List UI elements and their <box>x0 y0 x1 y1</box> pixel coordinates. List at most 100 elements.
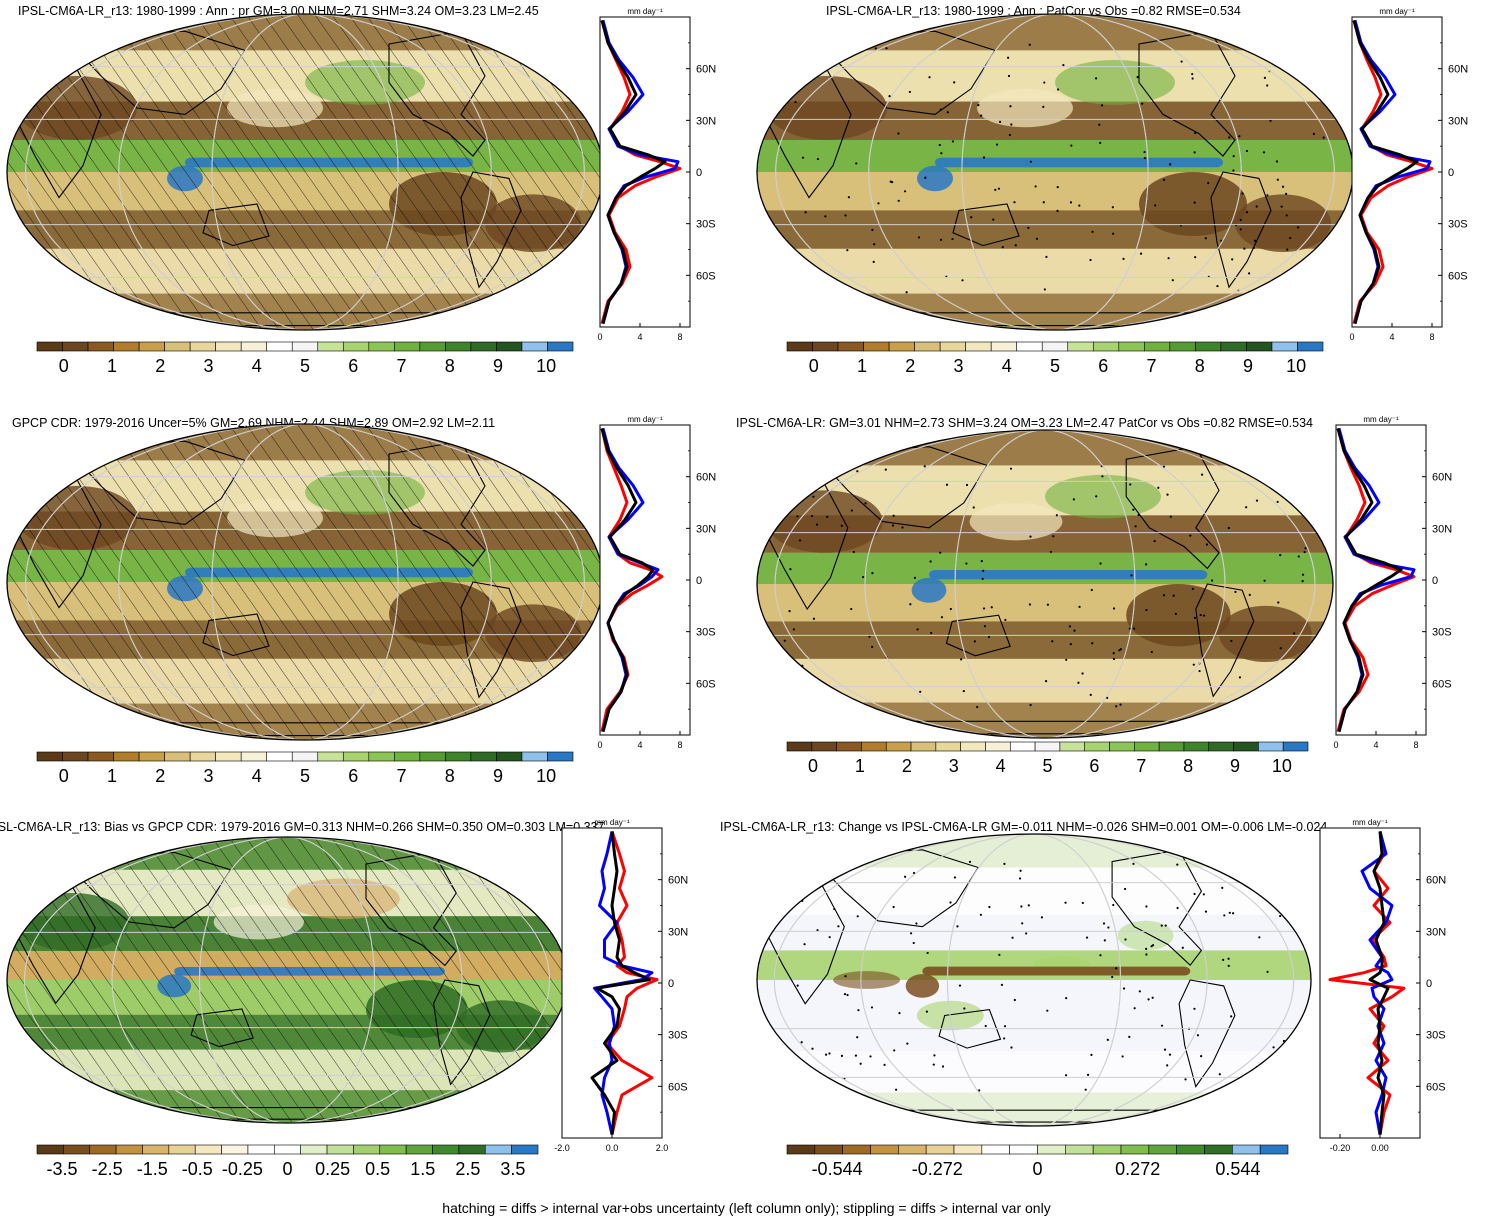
colorbar-swatch <box>1109 741 1135 752</box>
colorbar-swatch <box>215 751 242 762</box>
coastline <box>1210 171 1272 289</box>
colorbar-swatch <box>511 1144 539 1155</box>
coastline <box>1138 30 1236 157</box>
colorbar-label: 3 <box>954 356 964 376</box>
colorbar-swatch <box>317 341 344 352</box>
world-map <box>6 836 568 1124</box>
colorbar-swatch <box>62 751 89 762</box>
colorbar-label: 5 <box>1050 356 1060 376</box>
colorbar-swatch <box>1092 1144 1122 1155</box>
colorbar-swatch <box>394 341 421 352</box>
colorbar-swatch <box>898 1144 927 1155</box>
precip-region <box>1126 584 1231 647</box>
y-tick-label: 30N <box>1432 523 1452 535</box>
colorbar-swatch <box>1065 1144 1094 1155</box>
colorbar-label: 0 <box>1032 1159 1042 1179</box>
colorbar-swatch <box>63 1144 91 1155</box>
colorbar-swatch <box>405 1144 433 1155</box>
profile-unit: mm day⁻¹ <box>627 7 663 16</box>
colorbar-swatch <box>1134 741 1160 752</box>
profile-line <box>1352 20 1434 324</box>
colorbar-swatch <box>496 751 523 762</box>
coastline <box>809 849 980 928</box>
colorbar-label: -3.5 <box>47 1159 78 1179</box>
colorbar-swatch <box>1176 1144 1205 1155</box>
y-tick-label: 0 <box>1432 575 1438 587</box>
colorbar-swatch <box>1232 1144 1261 1155</box>
coastline <box>811 446 988 529</box>
colorbar-label: 2.5 <box>455 1159 480 1179</box>
colorbar-swatch <box>87 341 114 352</box>
colorbar-label: 4 <box>996 756 1006 776</box>
x-tick-label: 8 <box>677 740 682 750</box>
colorbar-swatch <box>1259 1144 1289 1155</box>
y-tick-label: 60S <box>1448 270 1468 282</box>
colorbar-swatch <box>189 751 216 762</box>
world-map <box>756 429 1334 739</box>
colorbar-label: 9 <box>1230 756 1240 776</box>
zonal-profile: mm day⁻¹ 60N 30N 0 30S 60S 0 4 8 <box>597 415 716 750</box>
colorbar-swatch <box>115 1144 143 1155</box>
colorbar-swatch <box>1009 1144 1038 1155</box>
x-tick-label: 4 <box>637 740 642 750</box>
x-tick-label: 0.0 <box>606 1143 619 1153</box>
colorbar-label: 5 <box>300 356 310 376</box>
colorbar: 0 1 2 3 4 5 6 7 8 9 10 <box>36 751 574 786</box>
itcz-band <box>929 569 1208 580</box>
profile-line <box>1336 428 1403 732</box>
profile-frame <box>599 16 691 328</box>
colorbar-swatch <box>870 1144 899 1155</box>
colorbar-label: -2.5 <box>92 1159 123 1179</box>
colorbar-label: 1 <box>107 766 117 786</box>
colorbar-label: -1.5 <box>137 1159 168 1179</box>
graticule <box>757 430 1333 738</box>
colorbar-swatch <box>914 341 941 352</box>
colorbar-label: 4 <box>1002 356 1012 376</box>
profile-line <box>1360 831 1394 1135</box>
colorbar-swatch <box>432 1144 460 1155</box>
colorbar-swatch <box>291 751 319 762</box>
colorbar-label: 6 <box>1089 756 1099 776</box>
colorbar-swatch <box>419 751 446 762</box>
x-tick-label: 8 <box>1413 740 1418 750</box>
y-tick-label: 30N <box>1448 115 1468 127</box>
colorbar-swatch <box>1034 741 1061 752</box>
colorbar: -3.5 -2.5 -1.5 -0.5 -0.25 0 0.25 0.5 1.5 2.5 3.5 <box>36 1144 539 1179</box>
colorbar-label: 3.5 <box>500 1159 525 1179</box>
colorbar-swatch <box>1118 341 1145 352</box>
colorbar-swatch <box>194 1144 222 1155</box>
colorbar-swatch <box>164 341 191 352</box>
panel-title: IPSL-CM6A-LR_r13: 1980-1999 : Ann : PatC… <box>826 4 1241 18</box>
y-tick-label: 60S <box>668 1081 688 1093</box>
colorbar-swatch <box>496 341 523 352</box>
colorbar-swatch <box>863 341 890 352</box>
colorbar-label: 4 <box>252 356 262 376</box>
profile-line <box>600 428 655 732</box>
y-tick-label: 30S <box>1432 627 1452 639</box>
colorbar-label: 0 <box>59 766 69 786</box>
x-tick-label: 0 <box>1349 332 1354 342</box>
y-tick-label: 60N <box>696 64 716 76</box>
colorbar-swatch <box>960 741 986 752</box>
colorbar-swatch <box>113 341 140 352</box>
x-tick-label: 0 <box>597 332 602 342</box>
y-tick-label: 0 <box>1426 978 1432 990</box>
precip-region <box>1139 172 1247 236</box>
graticule <box>7 14 603 330</box>
x-tick-label: 0.00 <box>1371 1143 1389 1153</box>
colorbar-label: 9 <box>493 766 503 786</box>
colorbar-swatch <box>521 751 548 762</box>
colorbar-label: 2 <box>905 356 915 376</box>
colorbar-swatch <box>113 751 140 762</box>
panel-title: IPSL-CM6A-LR_r13: Bias vs GPCP CDR: 1979… <box>0 820 605 834</box>
precip-band <box>757 658 1333 703</box>
y-tick-label: 0 <box>696 575 702 587</box>
y-tick-label: 0 <box>1448 167 1454 179</box>
profile-line <box>600 20 667 324</box>
colorbar-label: 0.544 <box>1215 1159 1260 1179</box>
colorbar-swatch <box>445 751 472 762</box>
colorbar-swatch <box>379 1144 407 1155</box>
y-tick-label: 60S <box>696 270 716 282</box>
colorbar-label: 5 <box>300 766 310 786</box>
colorbar-swatch <box>189 341 216 352</box>
